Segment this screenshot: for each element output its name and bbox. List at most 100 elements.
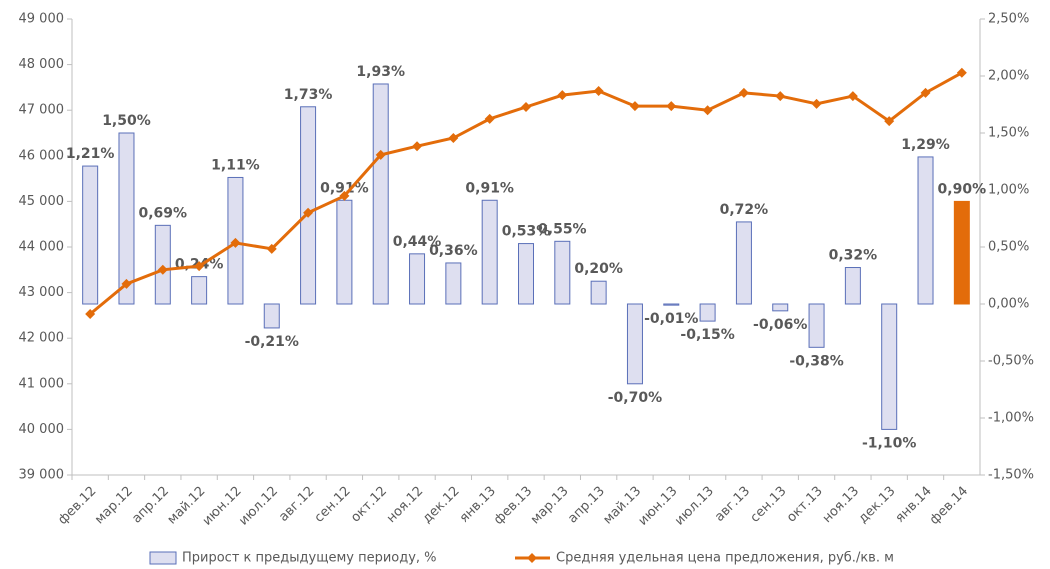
- line-marker: [811, 98, 822, 109]
- value-label: 1,73%: [284, 87, 333, 103]
- line-marker: [629, 101, 640, 112]
- value-label: -0,70%: [608, 390, 662, 406]
- value-label: -0,38%: [789, 353, 843, 369]
- y2-tick-label: 1,00%: [988, 183, 1029, 198]
- x-tick-label: окт.12: [348, 484, 390, 526]
- value-label: 1,29%: [901, 137, 950, 153]
- value-label: 0,55%: [538, 221, 587, 237]
- value-label: 0,44%: [393, 234, 442, 250]
- line-marker: [230, 237, 241, 248]
- line-marker: [194, 261, 205, 272]
- line-marker: [339, 190, 350, 201]
- x-tick-label: июн.12: [200, 484, 245, 529]
- line-marker: [847, 91, 858, 102]
- value-label: -0,01%: [644, 311, 698, 327]
- bar: [445, 262, 462, 305]
- line-marker: [956, 67, 967, 78]
- x-tick-label: июл.13: [672, 484, 717, 529]
- x-tick-label: июл.12: [236, 484, 281, 529]
- bar: [191, 276, 208, 305]
- y-tick-label: 44 000: [19, 240, 65, 255]
- value-label: 0,32%: [829, 248, 878, 264]
- x-tick-label: сен.13: [748, 484, 790, 526]
- bar: [518, 243, 534, 305]
- legend-swatch: [149, 551, 177, 565]
- value-label: 0,72%: [720, 202, 769, 218]
- value-label: 0,36%: [429, 243, 478, 259]
- line-marker: [702, 105, 713, 116]
- bar: [917, 156, 934, 305]
- y-tick-label: 43 000: [19, 285, 65, 300]
- y2-tick-label: 1,50%: [988, 126, 1029, 141]
- bar: [118, 132, 135, 305]
- x-tick-label: мар.12: [92, 484, 136, 528]
- y-tick-label: 42 000: [19, 331, 65, 346]
- value-label: -1,10%: [862, 435, 916, 451]
- y-tick-label: 46 000: [19, 148, 65, 163]
- y-tick-label: 48 000: [19, 57, 65, 72]
- bar: [590, 280, 607, 305]
- value-label: 0,91%: [465, 180, 514, 196]
- y2-tick-label: 2,00%: [988, 69, 1029, 84]
- legend-marker: [527, 553, 537, 563]
- value-label: 1,50%: [102, 113, 151, 129]
- y-tick-label: 41 000: [19, 376, 65, 391]
- y2-tick-label: -0,50%: [988, 354, 1034, 369]
- line-marker: [85, 309, 96, 320]
- x-tick-label: дек.13: [856, 484, 899, 527]
- line-marker: [157, 264, 168, 275]
- x-tick-label: фев.13: [491, 484, 535, 528]
- value-label: 0,53%: [502, 224, 551, 240]
- bar: [772, 303, 789, 312]
- bar: [554, 240, 571, 305]
- y-tick-label: 49 000: [19, 12, 65, 27]
- bar: [735, 221, 752, 305]
- line-marker: [266, 243, 277, 254]
- y2-tick-label: -1,00%: [988, 411, 1034, 426]
- x-tick-label: июн.13: [636, 484, 681, 529]
- legend-label: Прирост к предыдущему периоду, %: [182, 551, 437, 566]
- line-marker: [557, 90, 568, 101]
- x-tick-label: апр.13: [565, 484, 608, 527]
- y-tick-label: 47 000: [19, 103, 65, 118]
- line-marker: [521, 102, 531, 113]
- line-marker: [484, 113, 495, 124]
- x-tick-label: авг.12: [276, 484, 317, 525]
- bar: [409, 253, 426, 305]
- value-label: 1,93%: [356, 64, 405, 80]
- line-marker: [448, 133, 459, 144]
- line-marker: [412, 141, 423, 152]
- x-tick-label: ноя.12: [384, 484, 426, 526]
- y2-tick-label: -1,50%: [988, 468, 1034, 483]
- line-marker: [666, 101, 677, 112]
- x-tick-label: дек.12: [420, 484, 463, 527]
- bar: [336, 199, 353, 305]
- bar: [82, 165, 99, 305]
- value-label: 0,69%: [139, 205, 188, 221]
- value-label: -0,21%: [245, 334, 299, 350]
- y2-tick-label: 0,50%: [988, 240, 1029, 255]
- value-label: -0,06%: [753, 317, 807, 333]
- line-marker: [738, 87, 749, 98]
- bar: [881, 303, 898, 430]
- value-label: 0,90%: [938, 181, 987, 197]
- y2-tick-label: 2,50%: [988, 12, 1029, 27]
- x-tick-label: сен.12: [312, 484, 354, 526]
- line-marker: [775, 91, 786, 102]
- bar: [844, 267, 861, 305]
- bar: [481, 199, 498, 305]
- bar: [699, 303, 716, 322]
- bar: [626, 303, 643, 385]
- bar: [154, 224, 171, 305]
- x-tick-label: фев.14: [927, 484, 971, 528]
- line-marker: [303, 207, 314, 218]
- bar: [263, 303, 280, 329]
- bar: [663, 303, 680, 306]
- legend-label: Средняя удельная цена предложения, руб./…: [556, 551, 894, 566]
- value-label: 0,20%: [574, 261, 623, 277]
- line-marker: [375, 149, 386, 160]
- value-label: 1,11%: [211, 157, 260, 173]
- bar: [808, 303, 825, 348]
